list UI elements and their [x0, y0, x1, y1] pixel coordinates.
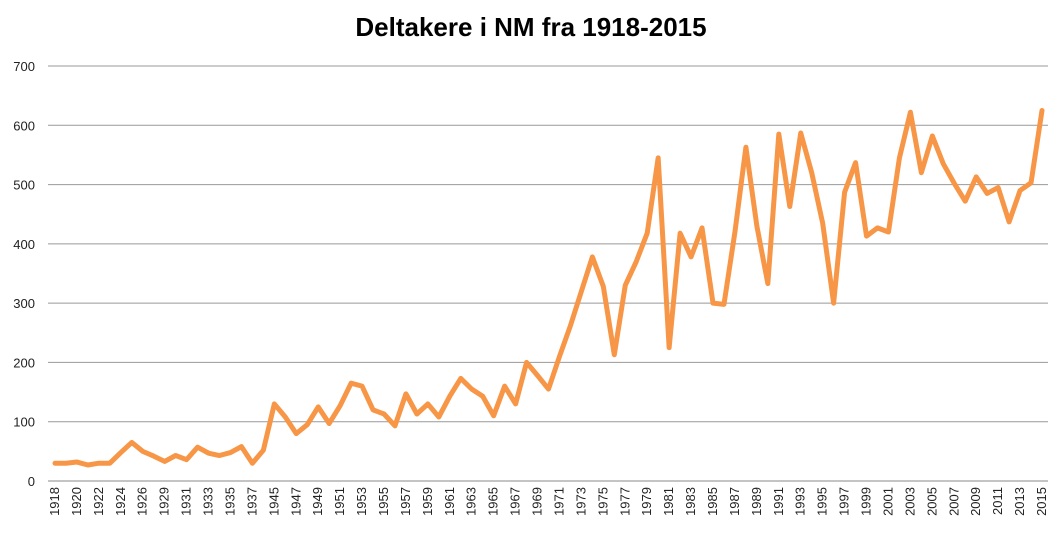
- x-tick-label: 1975: [595, 487, 610, 516]
- x-tick-label: 2013: [1012, 487, 1027, 516]
- x-tick-label: 1979: [639, 487, 654, 516]
- x-tick-label: 1945: [266, 487, 281, 516]
- x-tick-label: 1963: [464, 487, 479, 516]
- x-tick-label: 1999: [859, 487, 874, 516]
- x-tick-label: 1993: [793, 487, 808, 516]
- x-tick-label: 2015: [1034, 487, 1049, 516]
- x-tick-label: 1926: [135, 487, 150, 516]
- x-tick-label: 1920: [69, 487, 84, 516]
- x-tick-label: 1935: [222, 487, 237, 516]
- x-tick-label: 2011: [990, 487, 1005, 515]
- x-tick-label: 1951: [332, 487, 347, 516]
- x-tick-label: 2001: [880, 487, 895, 516]
- x-tick-label: 1987: [727, 487, 742, 516]
- x-tick-label: 1995: [815, 487, 830, 516]
- x-tick-label: 2005: [924, 487, 939, 516]
- x-tick-label: 1937: [244, 487, 259, 516]
- y-tick-label: 500: [13, 178, 35, 193]
- x-tick-label: 1949: [310, 487, 325, 516]
- x-tick-label: 1918: [47, 487, 62, 516]
- x-tick-label: 1959: [420, 487, 435, 516]
- x-tick-label: 2003: [902, 487, 917, 516]
- x-tick-label: 1997: [837, 487, 852, 516]
- x-tick-label: 1973: [573, 487, 588, 516]
- x-tick-label: 1991: [771, 487, 786, 516]
- x-tick-label: 2009: [968, 487, 983, 516]
- x-tick-label: 1933: [201, 487, 216, 516]
- x-tick-label: 1985: [705, 487, 720, 516]
- x-tick-label: 1955: [376, 487, 391, 516]
- x-tick-label: 1965: [486, 487, 501, 516]
- x-tick-label: 1953: [354, 487, 369, 516]
- x-tick-label: 1924: [113, 487, 128, 516]
- x-tick-label: 2007: [946, 487, 961, 516]
- x-tick-label: 1961: [442, 487, 457, 516]
- x-tick-label: 1922: [91, 487, 106, 516]
- chart-title: Deltakere i NM fra 1918-2015: [355, 12, 706, 42]
- y-tick-label: 200: [13, 355, 35, 370]
- y-tick-label: 300: [13, 296, 35, 311]
- x-tick-label: 1957: [398, 487, 413, 516]
- x-tick-label: 1983: [683, 487, 698, 516]
- x-tick-label: 1969: [530, 487, 545, 516]
- x-tick-label: 1981: [661, 487, 676, 516]
- y-tick-label: 100: [13, 415, 35, 430]
- y-tick-label: 0: [28, 474, 35, 489]
- y-tick-label: 600: [13, 118, 35, 133]
- x-tick-label: 1971: [551, 487, 566, 516]
- x-tick-label: 1977: [617, 487, 632, 516]
- y-tick-label: 400: [13, 237, 35, 252]
- x-tick-label: 1929: [157, 487, 172, 516]
- x-tick-label: 1989: [749, 487, 764, 516]
- y-tick-label: 700: [13, 59, 35, 74]
- x-tick-label: 1967: [508, 487, 523, 516]
- x-tick-label: 1931: [179, 487, 194, 516]
- x-tick-label: 1947: [288, 487, 303, 516]
- data-line: [52, 107, 1045, 468]
